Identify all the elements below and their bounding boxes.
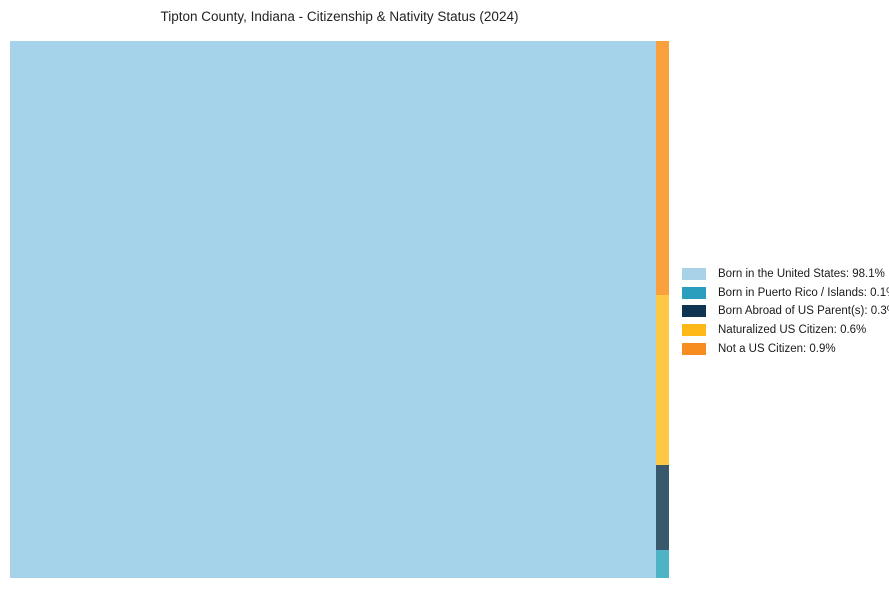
legend-item-born-in-puerto-rico-islands[interactable]: Born in Puerto Rico / Islands: 0.1% [682,284,889,303]
legend-swatch-icon [682,268,706,281]
legend-label: Naturalized US Citizen: 0.6% [718,324,867,337]
legend-swatch-icon [682,286,706,299]
treemap-plot-area [10,41,669,578]
legend-item-not-a-us-citizen[interactable]: Not a US Citizen: 0.9% [682,339,889,358]
treemap-minor-strip [656,41,669,578]
legend-item-naturalized-us-citizen[interactable]: Naturalized US Citizen: 0.6% [682,321,889,340]
legend-item-born-in-united-states[interactable]: Born in the United States: 98.1% [682,265,889,284]
legend-label: Born in Puerto Rico / Islands: 0.1% [718,286,889,299]
legend-swatch-icon [682,342,706,355]
treemap-tile-naturalized-us-citizen[interactable] [656,295,669,465]
legend-item-born-abroad-of-us-parents[interactable]: Born Abroad of US Parent(s): 0.3% [682,302,889,321]
legend-label: Born Abroad of US Parent(s): 0.3% [718,305,889,318]
treemap-tile-born-in-united-states[interactable] [10,41,657,578]
legend-swatch-icon [682,305,706,318]
legend: Born in the United States: 98.1% Born in… [682,265,889,358]
legend-swatch-icon [682,324,706,337]
treemap-tile-born-abroad-of-us-parents[interactable] [656,464,669,550]
treemap-tile-born-in-puerto-rico-islands[interactable] [656,549,669,578]
legend-label: Born in the United States: 98.1% [718,268,885,281]
treemap-tile-not-a-us-citizen[interactable] [656,41,669,296]
legend-label: Not a US Citizen: 0.9% [718,342,836,355]
chart-title: Tipton County, Indiana - Citizenship & N… [160,9,519,24]
